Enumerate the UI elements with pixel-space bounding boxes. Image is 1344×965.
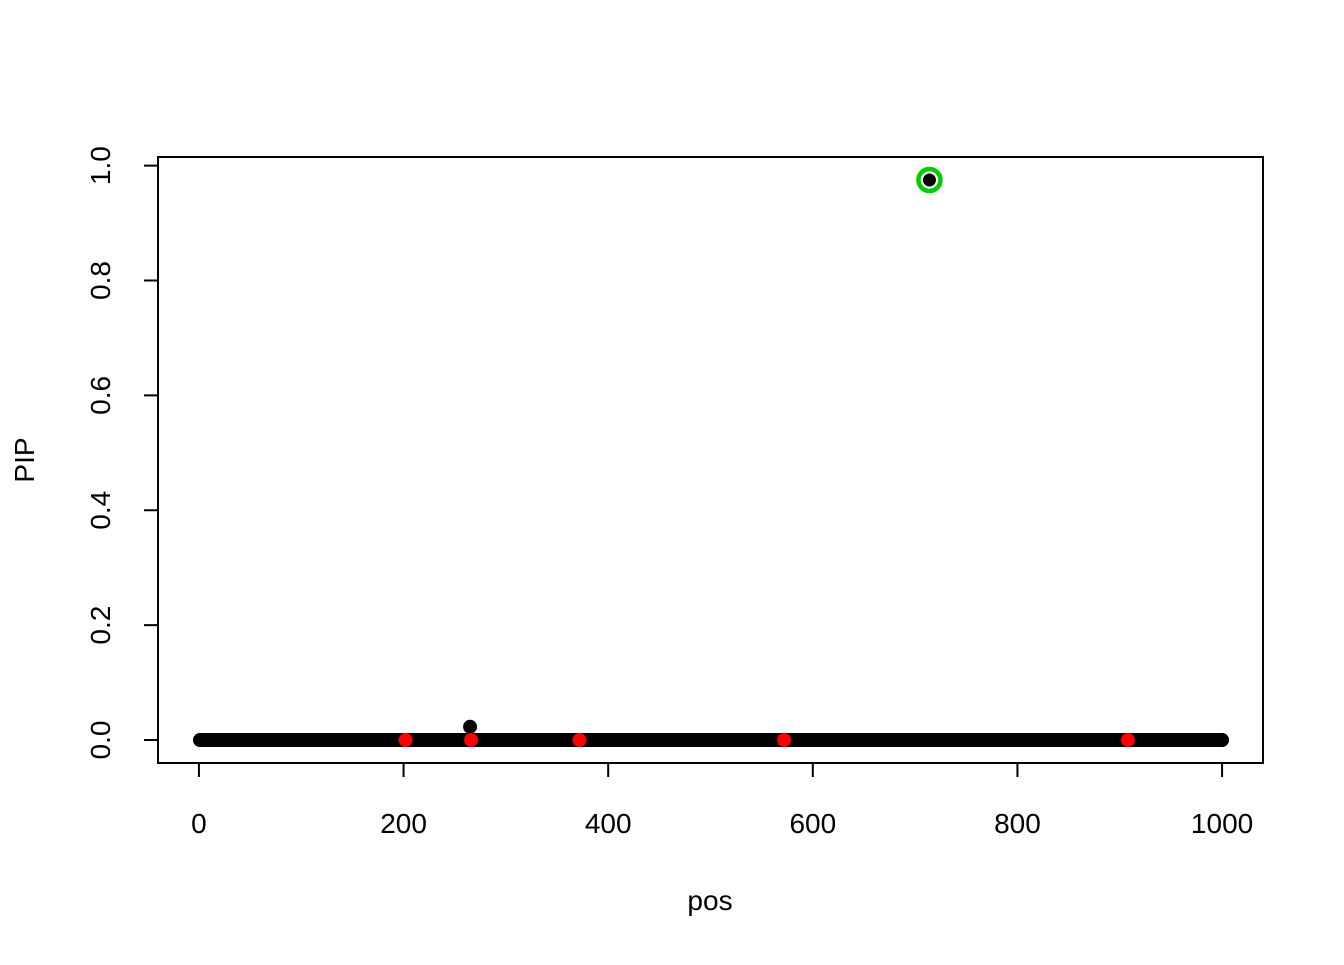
y-tick-label: 0.8 — [85, 261, 116, 300]
y-axis-label: PIP — [9, 437, 40, 482]
variant-point — [1215, 733, 1230, 748]
highlighted-point — [572, 733, 587, 748]
highlighted-point — [464, 733, 479, 748]
ring-marker — [916, 166, 943, 194]
y-tick-label: 0.6 — [85, 376, 116, 415]
x-axis-label: pos — [687, 885, 732, 916]
y-tick-label: 0.4 — [85, 491, 116, 530]
highlighted-point — [1120, 733, 1135, 748]
highlighted-point — [398, 733, 413, 748]
y-tick-label: 0.0 — [85, 721, 116, 760]
variant-point — [463, 719, 478, 734]
x-tick-label: 200 — [380, 808, 427, 839]
x-tick-label: 400 — [585, 808, 632, 839]
top-variant-point — [921, 172, 937, 188]
y-tick-label: 1.0 — [85, 146, 116, 185]
y-axis: 0.0 0.2 0.4 0.6 0.8 1.0 — [85, 146, 159, 760]
x-tick-label: 1000 — [1191, 808, 1253, 839]
data-points — [192, 166, 1230, 748]
x-tick-label: 0 — [191, 808, 207, 839]
y-tick-label: 0.2 — [85, 606, 116, 645]
plot-frame — [157, 156, 1264, 764]
x-tick-label: 600 — [789, 808, 836, 839]
highlighted-point — [777, 733, 792, 748]
x-tick-label: 800 — [994, 808, 1041, 839]
x-axis: 0 200 400 600 800 1000 — [191, 762, 1253, 839]
